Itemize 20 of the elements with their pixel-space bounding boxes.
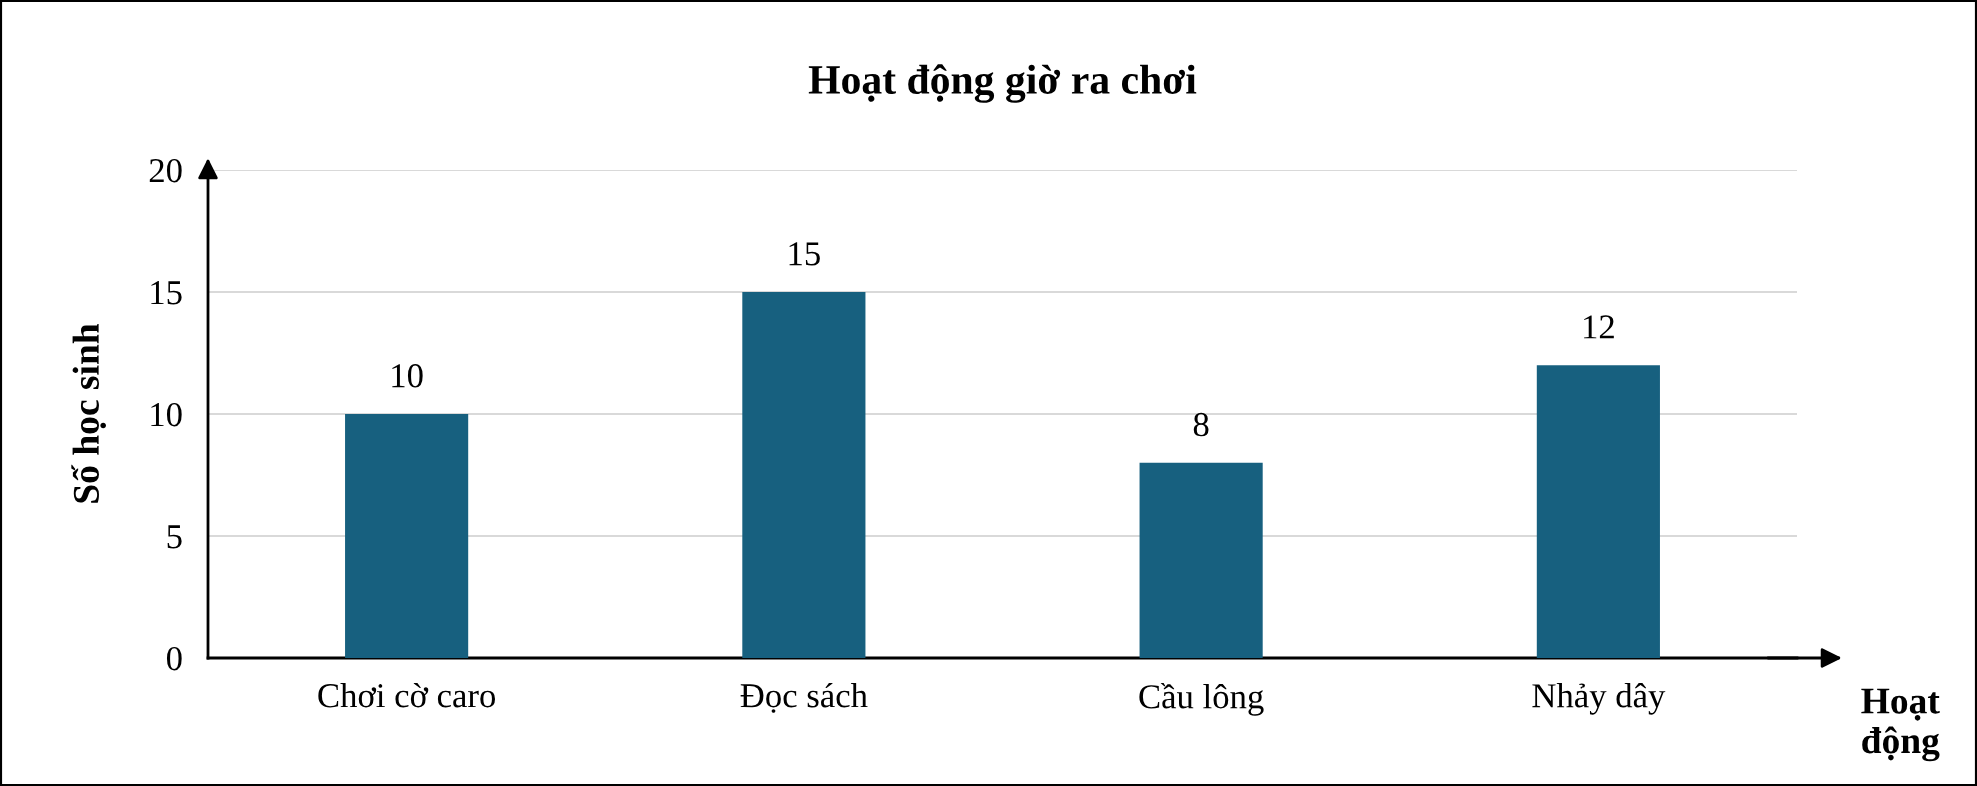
bar: [345, 414, 469, 658]
y-axis-title: Số học sinh: [71, 323, 106, 503]
data-label: 15: [789, 242, 820, 266]
data-label: 10: [392, 364, 423, 388]
data-label: 8: [1193, 412, 1209, 437]
y-tick-label: 15: [151, 281, 182, 305]
y-tick-label: 20: [149, 158, 182, 183]
y-tick-label: 0: [166, 646, 182, 671]
x-tick-label: Đọc sách: [740, 682, 868, 713]
bar: [1139, 462, 1263, 658]
x-tick-label: Chơi cờ caro: [318, 682, 496, 708]
bar: [742, 292, 866, 658]
chart-title: Hoạt động giờ ra chơi: [808, 64, 1197, 103]
data-label: 12: [1584, 315, 1614, 339]
y-tick-label: 5: [167, 525, 182, 549]
x-axis-title: Hoạt động: [1861, 688, 1940, 762]
y-tick-label: 10: [151, 402, 182, 427]
bar: [1536, 365, 1660, 658]
x-tick-label: Nhảy dây: [1532, 683, 1666, 715]
x-tick-label: Cầu lông: [1139, 683, 1264, 716]
